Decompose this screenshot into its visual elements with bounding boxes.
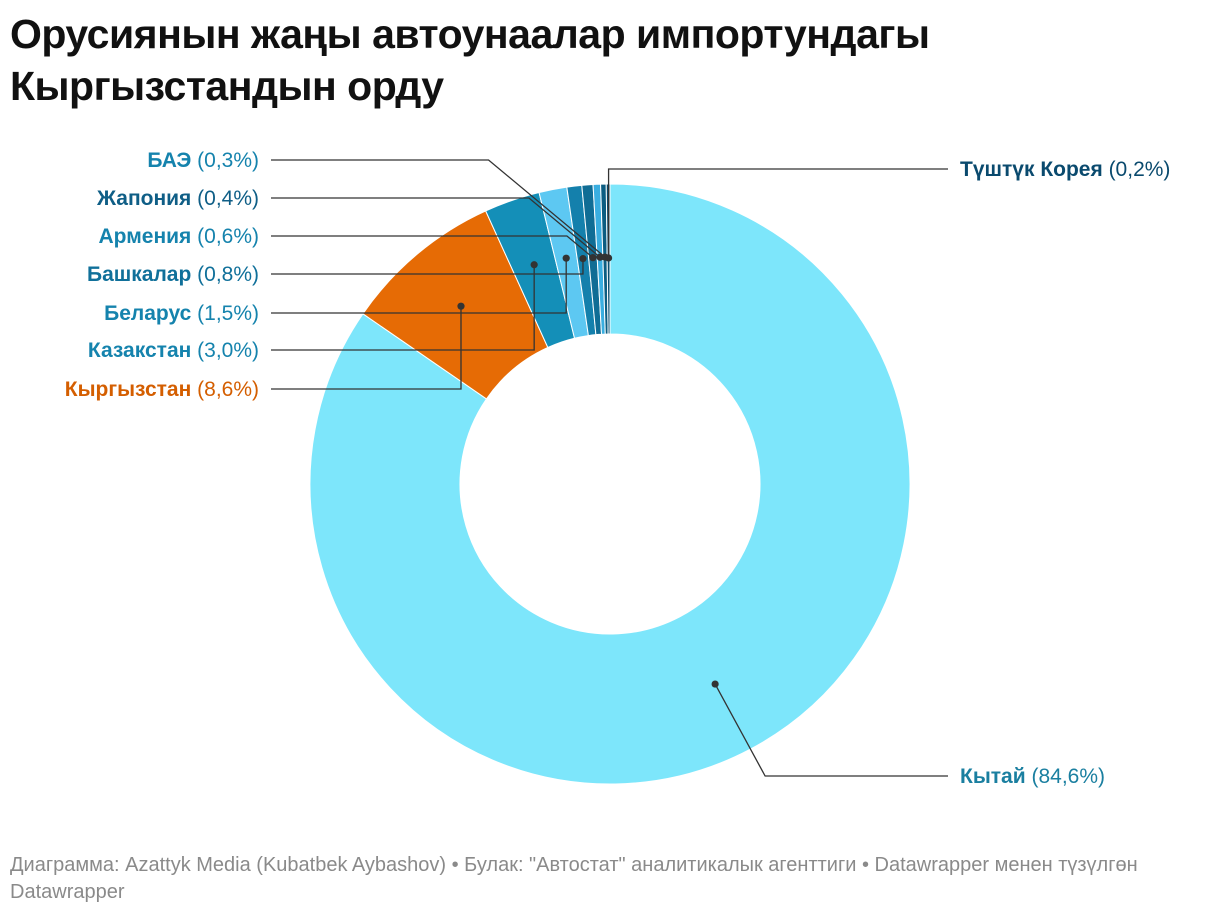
label-value-japonia: (0,4%) bbox=[197, 187, 259, 210]
leader-south-korea bbox=[607, 168, 948, 259]
label-value-bashkalar: (0,8%) bbox=[197, 263, 259, 286]
label-bashkalar: Башкалар (0,8%) bbox=[87, 263, 259, 286]
label-name-bae: БАЭ bbox=[147, 149, 197, 172]
leader-bae bbox=[271, 159, 606, 258]
leader-kytai bbox=[714, 683, 948, 777]
donut-slices bbox=[309, 183, 911, 785]
label-kazakstan: Казакстан (3,0%) bbox=[88, 339, 259, 362]
slice-kytai bbox=[309, 183, 911, 785]
label-value-belarus: (1,5%) bbox=[197, 302, 259, 325]
label-value-kyrgyzstan: (8,6%) bbox=[197, 378, 259, 401]
chart-title: Орусиянын жаңы автоунаалар импортундагы … bbox=[10, 11, 930, 109]
label-name-kazakstan: Казакстан bbox=[88, 339, 197, 362]
label-name-armenia: Армения bbox=[99, 225, 198, 248]
label-kytai: Кытай (84,6%) bbox=[960, 765, 1105, 788]
label-name-bashkalar: Башкалар bbox=[87, 263, 197, 286]
label-value-kytai: (84,6%) bbox=[1031, 765, 1105, 788]
leader-dot-south-korea bbox=[604, 254, 613, 262]
leader-dot-bashkalar bbox=[579, 255, 587, 263]
label-south-korea: Түштүк Корея (0,2%) bbox=[960, 158, 1170, 181]
label-value-armenia: (0,6%) bbox=[197, 225, 259, 248]
leader-dot-belarus bbox=[562, 254, 570, 262]
label-name-kyrgyzstan: Кыргызстан bbox=[65, 378, 197, 401]
label-name-japonia: Жапония bbox=[96, 187, 197, 210]
chart-footer: Диаграмма: Azattyk Media (Kubatbek Aybas… bbox=[10, 854, 1138, 903]
leader-armenia bbox=[271, 235, 594, 259]
leader-bashkalar bbox=[271, 258, 584, 275]
label-belarus: Беларус (1,5%) bbox=[104, 302, 259, 325]
label-name-south-korea: Түштүк Корея bbox=[960, 158, 1109, 181]
label-value-south-korea: (0,2%) bbox=[1109, 158, 1171, 181]
label-name-kytai: Кытай bbox=[960, 765, 1031, 788]
label-bae: БАЭ (0,3%) bbox=[147, 149, 259, 172]
leader-dot-armenia bbox=[589, 254, 597, 262]
label-value-bae: (0,3%) bbox=[197, 149, 259, 172]
label-armenia: Армения (0,6%) bbox=[99, 225, 259, 248]
leader-dot-kazakstan bbox=[530, 261, 538, 269]
leader-japonia bbox=[271, 197, 601, 258]
label-kyrgyzstan: Кыргызстан (8,6%) bbox=[65, 378, 259, 401]
label-name-belarus: Беларус bbox=[104, 302, 197, 325]
label-japonia: Жапония (0,4%) bbox=[96, 187, 259, 210]
leader-kyrgyzstan bbox=[271, 306, 462, 390]
label-value-kazakstan: (3,0%) bbox=[197, 339, 259, 362]
leader-dot-kytai bbox=[711, 680, 719, 688]
leader-dot-kyrgyzstan bbox=[457, 302, 465, 310]
leader-kazakstan bbox=[271, 264, 535, 351]
slice-labels: Кытай (84,6%) Кыргызстан (8,6%) Казакстан … bbox=[65, 149, 1171, 788]
leader-lines bbox=[271, 159, 948, 777]
leader-belarus bbox=[271, 258, 567, 314]
